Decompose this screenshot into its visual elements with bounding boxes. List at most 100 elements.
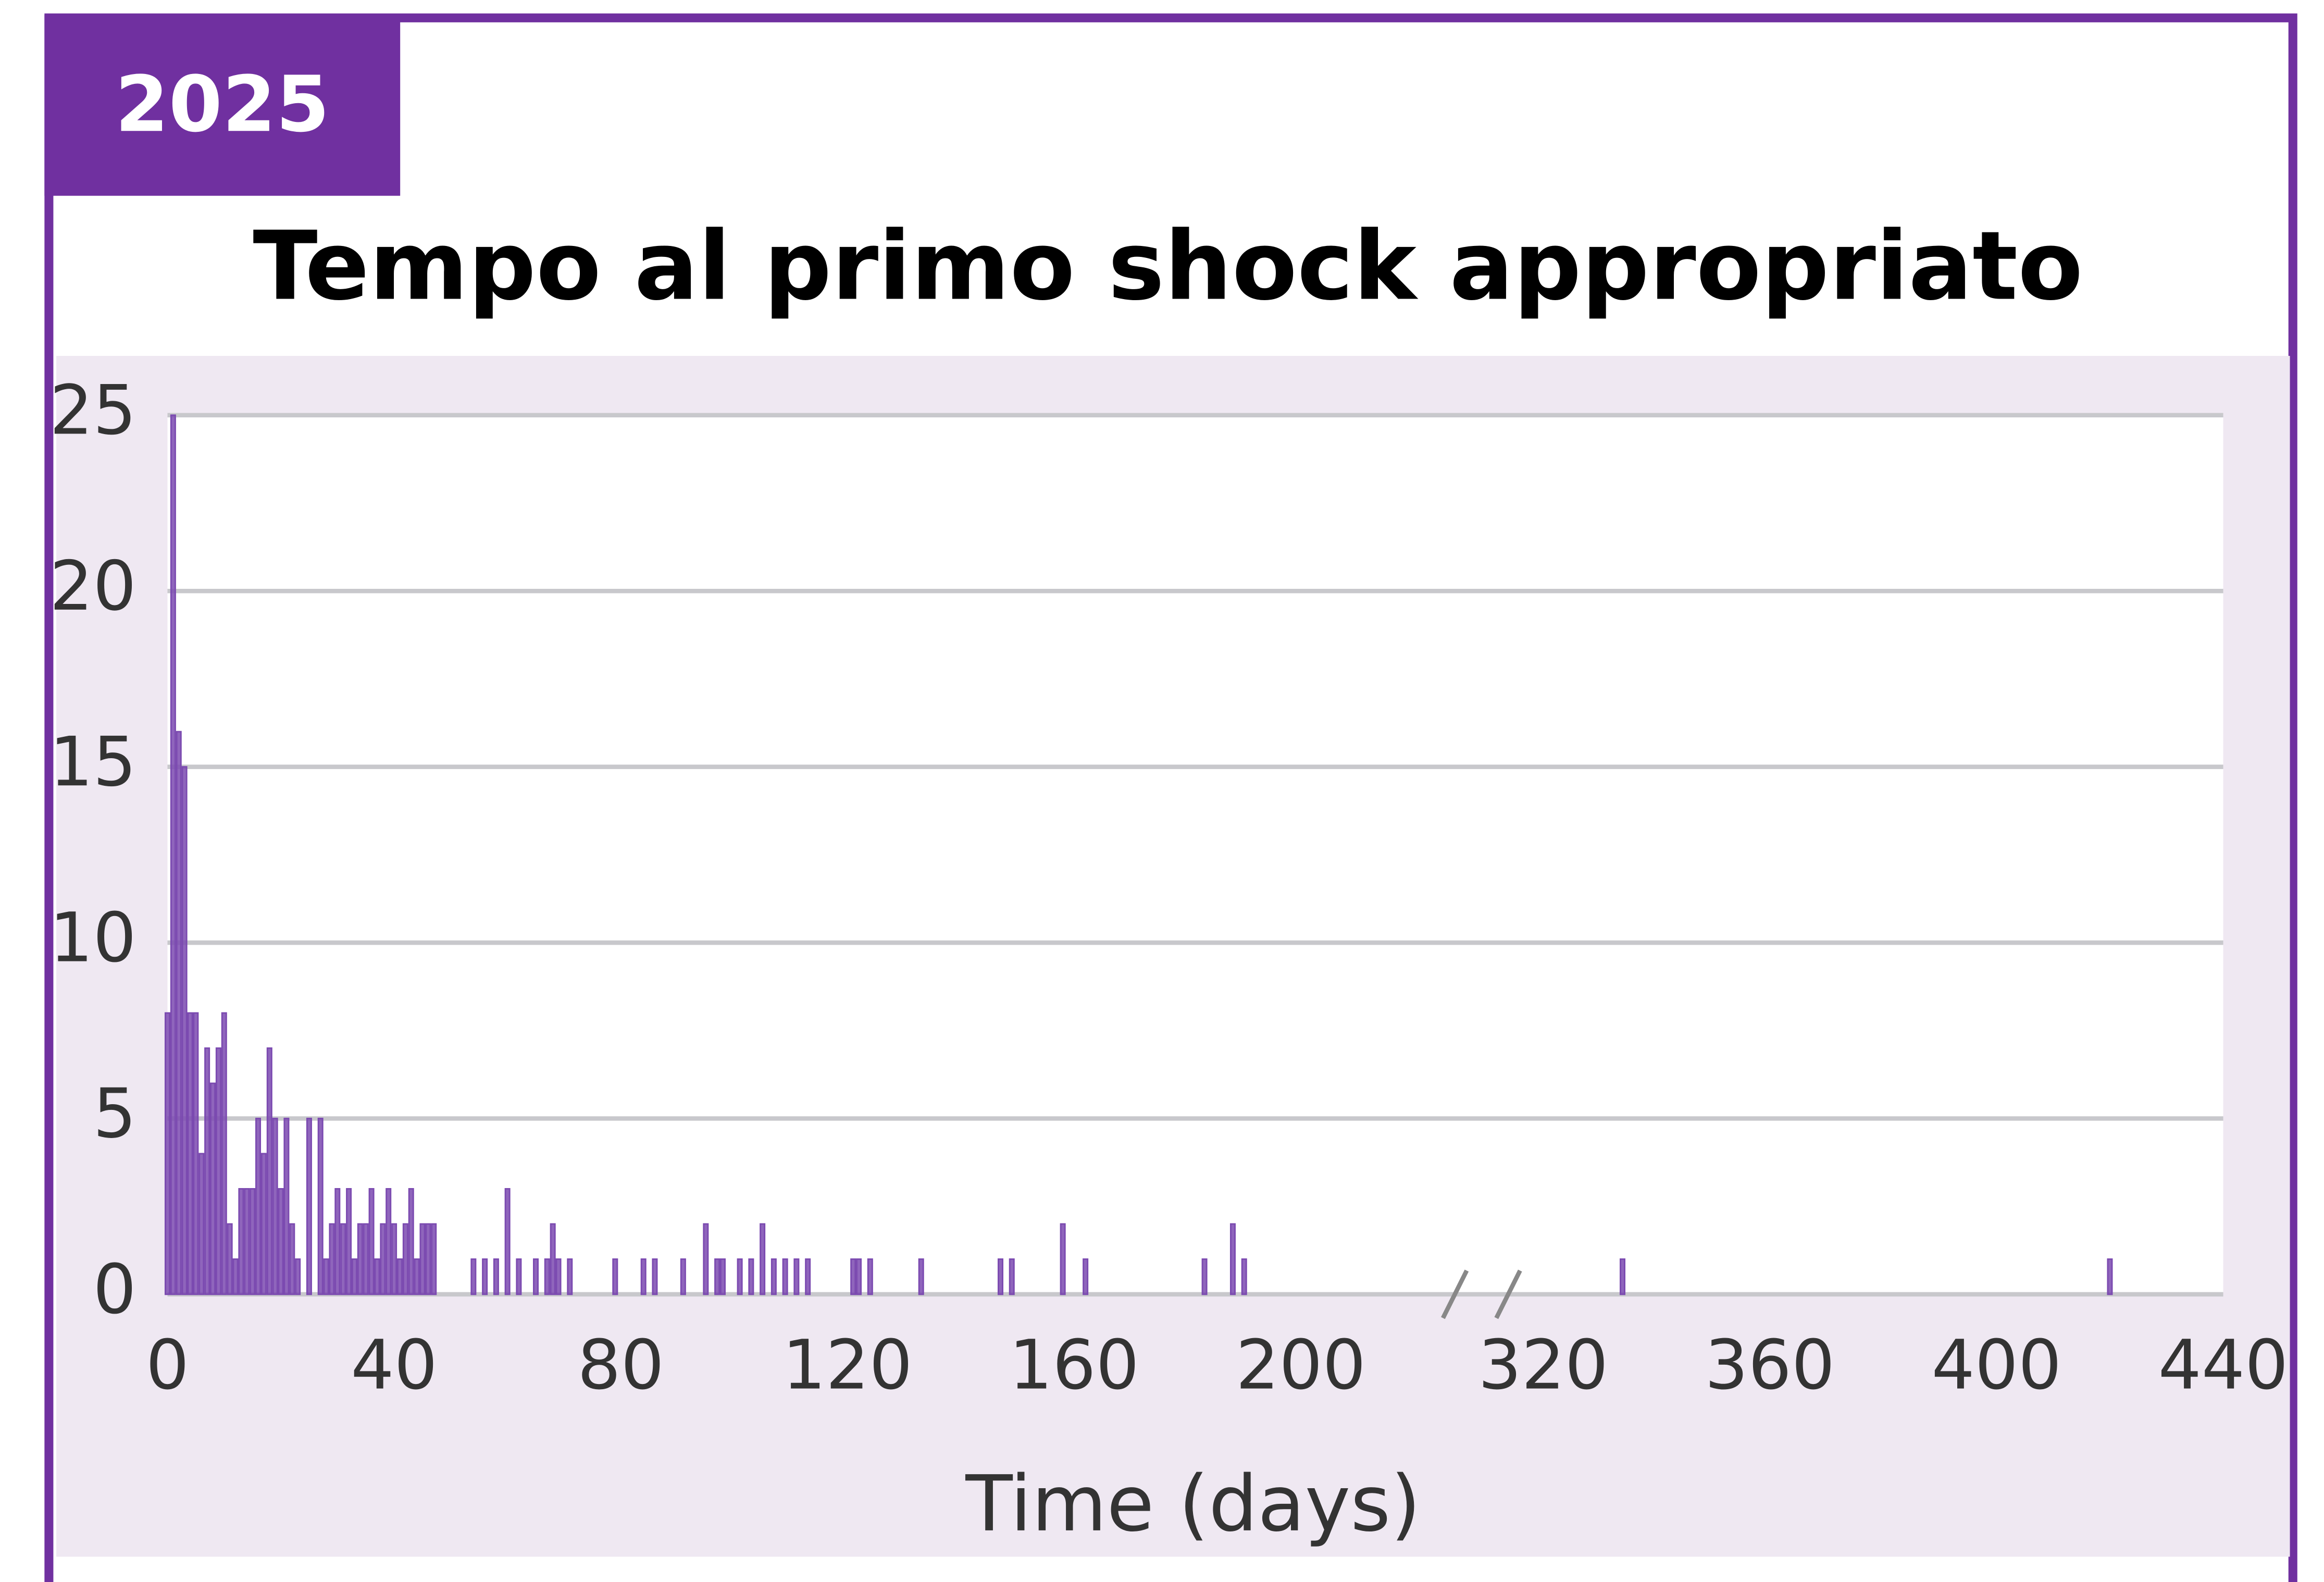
axis-break — [1494, 1269, 1522, 1319]
bar — [368, 1188, 375, 1295]
x-tick-label: 440 — [2158, 1326, 2289, 1405]
bar — [238, 1188, 244, 1295]
x-tick-label: 80 — [577, 1326, 664, 1405]
bar — [334, 1188, 341, 1295]
bar — [550, 1223, 556, 1295]
bar — [997, 1258, 1003, 1295]
bar — [1229, 1223, 1236, 1295]
x-axis-label: Time (days) — [965, 1459, 1421, 1549]
y-tick-label: 10 — [49, 898, 136, 978]
bar — [612, 1258, 618, 1295]
bar — [719, 1258, 726, 1295]
chart-title: Tempo al primo shock appropriato — [253, 211, 2083, 321]
bar — [431, 1223, 437, 1295]
bar — [567, 1258, 573, 1295]
bar — [227, 1223, 233, 1295]
bar — [210, 1082, 216, 1295]
bar — [278, 1188, 284, 1295]
bar — [470, 1258, 477, 1295]
badge-box — [44, 15, 401, 196]
axis-break — [1441, 1269, 1469, 1319]
bar — [493, 1258, 499, 1295]
bar — [737, 1258, 743, 1295]
bar — [419, 1223, 426, 1295]
bar — [640, 1258, 647, 1295]
bar — [323, 1258, 329, 1295]
bar — [2107, 1258, 2113, 1295]
bar — [652, 1258, 658, 1295]
bar — [250, 1188, 256, 1295]
bar — [482, 1258, 488, 1295]
bar — [555, 1258, 562, 1295]
bar — [363, 1223, 369, 1295]
bar — [1620, 1258, 1626, 1295]
bar — [187, 1012, 193, 1295]
bar — [425, 1223, 431, 1295]
bar — [402, 1223, 408, 1295]
bar — [856, 1258, 862, 1295]
bar — [181, 766, 188, 1295]
bar — [244, 1188, 250, 1295]
bar — [544, 1258, 550, 1295]
x-tick-label: 160 — [1009, 1326, 1139, 1405]
bar — [295, 1258, 301, 1295]
bar — [391, 1223, 397, 1295]
y-tick-label: 15 — [49, 722, 136, 801]
bar — [215, 1047, 221, 1295]
bar — [516, 1258, 522, 1295]
bar — [714, 1258, 720, 1295]
badge: 2025 — [115, 59, 330, 149]
bar — [748, 1258, 754, 1295]
bar — [770, 1258, 777, 1295]
bar — [260, 1153, 267, 1295]
plot-area — [167, 415, 2223, 1294]
x-tick-label: 200 — [1236, 1326, 1366, 1405]
bar — [1241, 1258, 1247, 1295]
bar — [414, 1258, 420, 1295]
bar — [386, 1188, 392, 1295]
bar — [918, 1258, 924, 1295]
x-tick-label: 0 — [146, 1326, 189, 1405]
bar — [1201, 1258, 1208, 1295]
y-tick-label: 25 — [49, 370, 136, 450]
bar — [380, 1223, 386, 1295]
bar — [1083, 1258, 1089, 1295]
bar — [346, 1188, 352, 1295]
bar — [351, 1258, 357, 1295]
bar — [408, 1188, 414, 1295]
bar — [504, 1188, 511, 1295]
bar — [782, 1258, 788, 1295]
bar — [198, 1153, 205, 1295]
bar — [340, 1223, 346, 1295]
x-tick-label: 120 — [782, 1326, 913, 1405]
bar — [1060, 1223, 1066, 1295]
bar — [221, 1012, 227, 1295]
bar — [1009, 1258, 1015, 1295]
bar — [283, 1118, 290, 1295]
bar — [176, 731, 182, 1295]
bar — [396, 1258, 403, 1295]
bar — [255, 1118, 262, 1295]
bar — [867, 1258, 873, 1295]
x-tick-label: 40 — [351, 1326, 438, 1405]
bar — [805, 1258, 811, 1295]
bar — [170, 414, 176, 1295]
bar — [850, 1258, 856, 1295]
bar — [533, 1258, 539, 1295]
bar — [193, 1012, 199, 1295]
bar — [289, 1223, 295, 1295]
bar — [703, 1223, 709, 1295]
x-tick-label: 360 — [1705, 1326, 1835, 1405]
bar — [329, 1223, 335, 1295]
bar — [680, 1258, 686, 1295]
bar — [306, 1118, 312, 1295]
bar — [204, 1047, 210, 1295]
bar — [374, 1258, 380, 1295]
y-tick-label: 0 — [93, 1250, 136, 1329]
bar — [164, 1012, 170, 1295]
y-tick-label: 20 — [49, 547, 136, 626]
y-tick-label: 5 — [93, 1074, 136, 1153]
x-tick-label: 320 — [1478, 1326, 1608, 1405]
bar — [317, 1118, 324, 1295]
